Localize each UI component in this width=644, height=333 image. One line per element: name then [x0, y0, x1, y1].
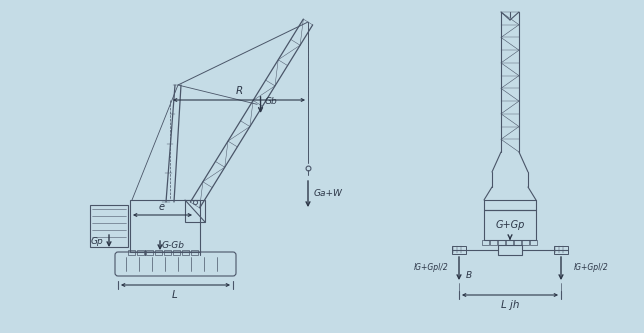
Text: Gp: Gp	[91, 237, 104, 246]
Text: L jh: L jh	[501, 300, 519, 310]
Bar	[522, 240, 529, 245]
Bar	[554, 246, 568, 254]
Bar	[173, 250, 180, 255]
Bar	[130, 200, 200, 252]
Bar	[484, 210, 536, 240]
Bar	[490, 240, 497, 245]
Bar	[128, 250, 135, 255]
Bar	[498, 240, 505, 245]
Bar	[506, 240, 513, 245]
Bar	[191, 250, 198, 255]
Text: e: e	[159, 202, 165, 212]
Text: lG+Gpl/2: lG+Gpl/2	[574, 263, 609, 272]
Bar	[482, 240, 489, 245]
Bar	[155, 250, 162, 255]
Bar	[530, 240, 537, 245]
Text: L: L	[172, 290, 178, 300]
Bar	[90, 205, 128, 247]
Bar	[164, 250, 171, 255]
Text: B: B	[466, 271, 472, 280]
Text: Gb: Gb	[264, 97, 277, 106]
Text: G-Gb: G-Gb	[162, 241, 184, 250]
Text: R: R	[235, 86, 243, 96]
Bar	[514, 240, 521, 245]
Text: Ga+W: Ga+W	[314, 188, 343, 197]
Bar	[137, 250, 144, 255]
Bar	[452, 246, 466, 254]
Text: lG+Gpl/2: lG+Gpl/2	[413, 263, 448, 272]
Bar	[182, 250, 189, 255]
Text: G+Gp: G+Gp	[495, 220, 525, 230]
Bar	[146, 250, 153, 255]
Bar	[498, 245, 522, 255]
Bar	[185, 200, 205, 222]
